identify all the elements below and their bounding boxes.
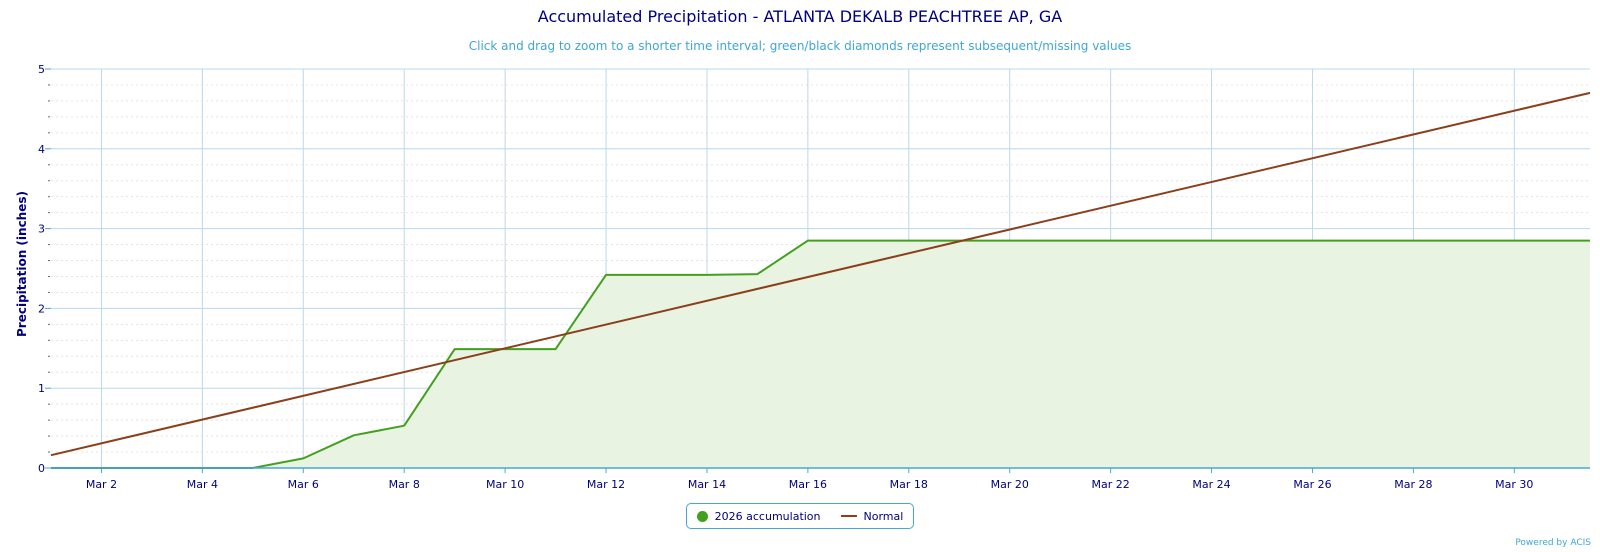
x-tick-label: Mar 18 — [890, 478, 928, 491]
accumulation-line — [51, 239, 1590, 469]
x-tick-label: Mar 2 — [86, 478, 117, 491]
normal-line — [50, 91, 1591, 457]
y-tick-label: 2 — [38, 302, 45, 315]
plot-series — [50, 91, 1591, 469]
minor-gridlines — [48, 84, 1590, 453]
y-tick-label: 1 — [38, 382, 45, 395]
y-tick-label: 5 — [38, 63, 45, 76]
legend-label-accumulation: 2026 accumulation — [714, 509, 821, 523]
y-tick-label: 0 — [38, 462, 45, 475]
x-tick-label: Mar 28 — [1394, 478, 1432, 491]
y-tick-label: 4 — [38, 143, 45, 156]
legend: 2026 accumulation Normal — [686, 503, 914, 529]
x-tick-label: Mar 26 — [1293, 478, 1331, 491]
chart-title: Accumulated Precipitation - ATLANTA DEKA… — [537, 7, 1063, 26]
legend-label-normal: Normal — [863, 509, 904, 523]
x-tick-label: Mar 6 — [288, 478, 319, 491]
y-tick-label: 3 — [38, 223, 45, 236]
x-tick-label: Mar 16 — [789, 478, 827, 491]
x-tick-label: Mar 20 — [991, 478, 1029, 491]
series-area-fill — [51, 240, 1590, 468]
x-tick-label: Mar 4 — [187, 478, 218, 491]
x-tick-label: Mar 10 — [486, 478, 524, 491]
legend-item-accumulation[interactable]: 2026 accumulation — [696, 509, 821, 523]
chart-subtitle: Click and drag to zoom to a shorter time… — [468, 39, 1132, 53]
x-tick-label: Mar 12 — [587, 478, 625, 491]
x-tick-label: Mar 30 — [1495, 478, 1533, 491]
tick-labels: 0 1 2 3 4 5 Mar 2 Mar 4 Mar 6 Mar 8 Mar 10 Mar 12 Ma… — [38, 63, 1533, 491]
credits-link[interactable]: Powered by ACIS — [1515, 538, 1591, 548]
x-tick-label: Mar 14 — [688, 478, 726, 491]
y-axis-label: Precipitation (inches) — [15, 191, 29, 337]
legend-dot-icon — [696, 510, 708, 522]
legend-item-normal[interactable]: Normal — [840, 509, 904, 523]
x-tick-label: Mar 24 — [1192, 478, 1230, 491]
legend-line-icon — [840, 515, 857, 517]
x-tick-label: Mar 22 — [1092, 478, 1130, 491]
x-tick-label: Mar 8 — [389, 478, 420, 491]
